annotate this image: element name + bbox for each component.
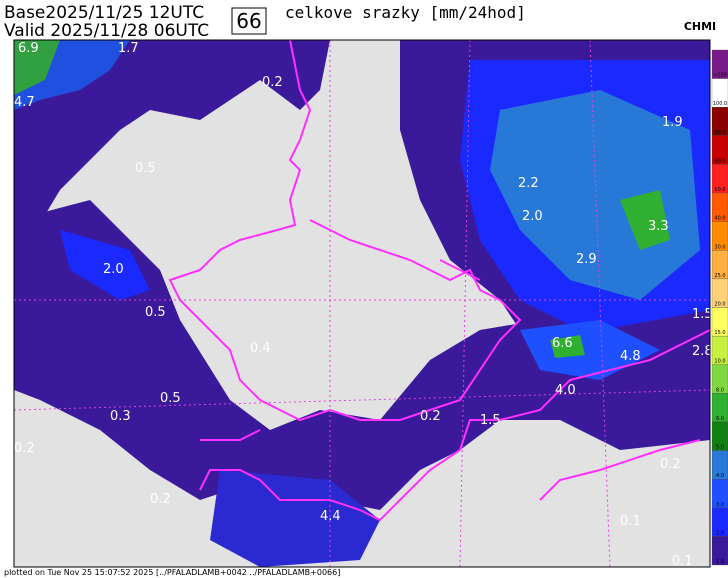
map-label: 2.9 [576, 252, 597, 267]
map-label: 0.3 [110, 409, 131, 424]
legend-label: 15.0 [714, 330, 725, 336]
map-label: 2.0 [103, 262, 124, 277]
map-label: 0.2 [262, 75, 283, 90]
legend-label: 40.0 [714, 216, 725, 222]
map-label: 0.5 [145, 305, 166, 320]
map-label: 1.5 [692, 307, 713, 322]
map-label: 0.2 [14, 441, 35, 456]
map-label: 6.9 [18, 41, 39, 56]
legend-label: 8.0 [716, 387, 724, 393]
legend-label: 60.0 [714, 158, 725, 164]
map-label: 4.8 [620, 349, 641, 364]
map-label: 2.2 [518, 176, 539, 191]
legend-label: >150 [713, 73, 727, 79]
map-label: 0.2 [660, 457, 681, 472]
title: celkove srazky [mm/24hod] [285, 3, 526, 22]
step: 66 [236, 9, 261, 33]
legend-label: 2.0 [716, 530, 724, 536]
legend-label: 30.0 [714, 244, 725, 250]
map-label: 1.5 [480, 413, 501, 428]
legend-label: 4.0 [716, 473, 724, 479]
valid-time: Valid 2025/11/28 06UTC [4, 21, 209, 41]
legend-label: 10.0 [714, 359, 725, 365]
map-label: 4.7 [14, 95, 35, 110]
map-label: 0.2 [420, 409, 441, 424]
map-label: 1.9 [662, 115, 683, 130]
map-label: 0.1 [672, 554, 693, 569]
map [13, 39, 711, 568]
legend-label: 5.0 [716, 445, 724, 451]
map-label: 2.0 [522, 209, 543, 224]
map-label: 0.5 [160, 391, 181, 406]
map-label: 4.4 [320, 509, 341, 524]
map-label: 4.0 [555, 383, 576, 398]
map-label: 6.6 [552, 336, 573, 351]
legend-label: 1.0 [716, 559, 724, 565]
map-label: 0.4 [250, 341, 271, 356]
map-label: 3.3 [648, 219, 669, 234]
legend-label: 20.0 [714, 302, 725, 308]
legend-label: 50.0 [714, 187, 725, 193]
step-box [231, 7, 267, 35]
map-label: 0.5 [135, 161, 156, 176]
footer: plotted on Tue Nov 25 15:07:52 2025 [../… [4, 568, 340, 577]
base-time: Base2025/11/25 12UTC [4, 3, 204, 23]
legend-label: 25.0 [714, 273, 725, 279]
map-frame [13, 39, 711, 568]
map-label: 0.2 [150, 492, 171, 507]
legend-swatch [711, 536, 728, 566]
legend-label: 6.0 [716, 416, 724, 422]
map-label: 0.1 [620, 514, 641, 529]
legend-label: 100.0 [713, 101, 727, 107]
map-label: 2.8 [692, 344, 713, 359]
logo: CHMI [684, 20, 716, 33]
map-label: 1.7 [118, 41, 139, 56]
legend-label: 80.0 [714, 130, 725, 136]
legend-label: 3.0 [716, 502, 724, 508]
